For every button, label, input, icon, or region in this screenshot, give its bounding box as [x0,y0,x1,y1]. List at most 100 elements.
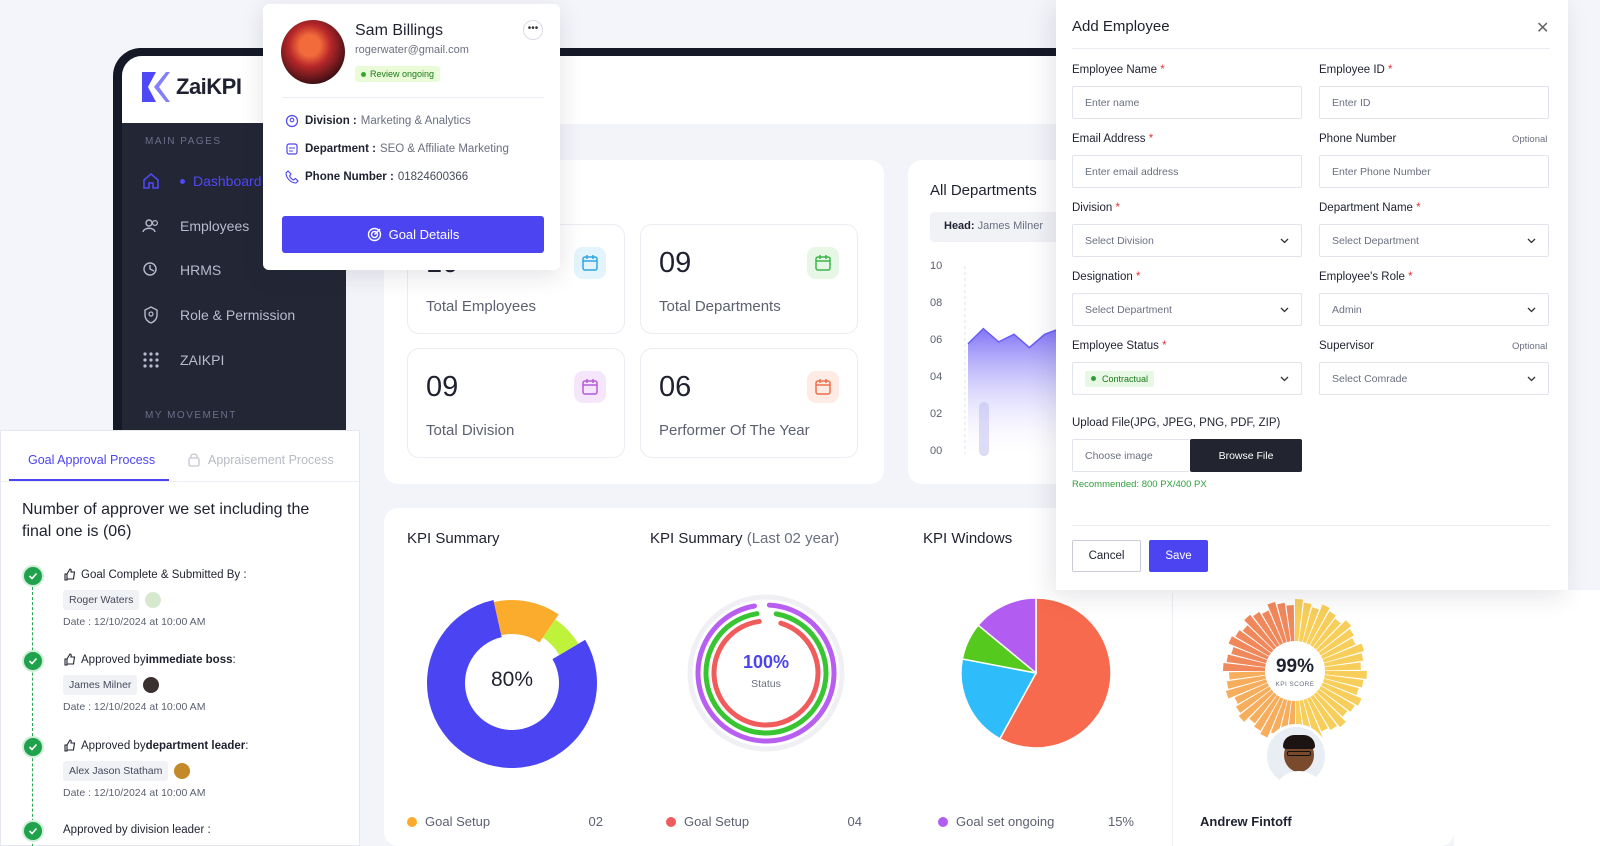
score-ray [1305,604,1330,647]
sidebar-item-label: HRMS [180,262,222,278]
calendar-icon [574,247,606,279]
timeline-line [32,587,33,846]
score-ray [1238,688,1276,722]
employee-name-label: Employee Name * [1072,64,1165,76]
calendar-icon [807,247,839,279]
sidebar-item-dashboard[interactable]: Dashboard [142,166,342,196]
score-ray [1322,671,1367,679]
avatar [145,592,162,608]
score-ray [1270,697,1288,735]
approval-panel: Goal Approval Process Appraisement Proce… [0,430,360,846]
phone-number-input[interactable]: Enter Phone Number [1319,155,1549,188]
departments-area-chart [964,266,1061,456]
employee-status-label-text: Employee Status [1072,340,1159,352]
ring-track [687,594,845,752]
optional-label: Optional [1512,134,1548,145]
lock-icon [187,452,201,472]
browse-file-button[interactable]: Browse File [1190,439,1302,472]
users-icon [142,219,159,233]
stat-label: Performer Of The Year [659,422,810,439]
score-ray [1242,625,1275,654]
department-select[interactable]: Select Department [1319,224,1549,257]
employee-id-placeholder: Enter ID [1332,96,1371,109]
employee-role-select[interactable]: Admin [1319,293,1549,326]
modal-footer-divider [1072,525,1550,526]
sidebar-item-role-permission[interactable]: Role & Permission [142,300,342,330]
score-value: 99% [1275,656,1315,677]
sidebar-item-zaikpi[interactable]: ZAIKPI [142,345,342,375]
modal-title: Add Employee [1072,18,1170,35]
stat-value: 09 [659,247,692,279]
phone-label: Phone Number : [305,171,394,183]
department-name-label-text: Department Name [1319,202,1413,214]
email-field[interactable]: Enter email address [1072,155,1302,188]
division-value: Marketing & Analytics [360,115,471,127]
supervisor-select[interactable]: Select Comrade [1319,362,1549,395]
employee-id-input[interactable]: Enter ID [1319,86,1549,119]
stat-value: 09 [426,371,459,403]
close-icon[interactable]: ✕ [1536,20,1550,37]
ring-arc [703,611,829,736]
file-input-placeholder: Choose image [1085,449,1153,462]
step-strong: department leader [145,739,246,752]
step-check-icon [22,736,44,758]
kpi-windows-pie-chart [960,597,1112,749]
stat-card-departments[interactable]: 09 Total Departments [640,224,858,334]
stat-card-division[interactable]: 09 Total Division [407,348,625,458]
division-select[interactable]: Select Division [1072,224,1302,257]
employee-status-select[interactable]: Contractual [1072,362,1302,395]
active-dot [180,178,185,184]
score-ray [1223,663,1268,671]
save-button[interactable]: Save [1149,540,1208,572]
step-prefix: Approved by [81,653,146,666]
sidebar-item-hrms[interactable]: HRMS [142,255,342,285]
tab-appraisement[interactable]: Appraisement Process [208,453,334,467]
tab-goal-approval[interactable]: Goal Approval Process [28,453,156,467]
division-icon [285,114,299,128]
status-dot [361,71,366,77]
division-label: Division : [305,115,357,127]
designation-select[interactable]: Select Department [1072,293,1302,326]
avatar [1264,724,1328,788]
file-input[interactable]: Choose image [1072,439,1190,472]
score-ray [1317,685,1355,712]
score-center [1265,641,1325,701]
email-placeholder: Enter email address [1085,165,1179,178]
division-select-value: Select Division [1085,234,1154,247]
cancel-button[interactable]: Cancel [1072,540,1141,572]
score-ray [1306,695,1328,732]
y-tick-label: 00 [930,445,943,457]
required-mark: * [1162,340,1167,352]
goal-details-button[interactable]: Goal Details [282,216,544,253]
ring-arc [711,618,821,728]
area-fill [968,328,1060,454]
employee-status-label: Employee Status * [1072,340,1167,352]
step-partial-text: Approved by division leader : [63,824,211,836]
megaphone-icon [64,568,76,581]
supervisor-label: Supervisor [1319,340,1374,352]
y-tick-label: 04 [930,371,943,383]
score-ray [1234,682,1271,704]
step-date: Date : 12/10/2024 at 10:00 AM [63,701,206,713]
more-options-button[interactable]: ••• [523,20,543,40]
stat-label: Total Departments [659,298,781,315]
score-ray [1321,678,1359,696]
score-ray [1262,610,1284,647]
employee-name-input[interactable]: Enter name [1072,86,1302,119]
step-person: James Milner [63,675,160,695]
sidebar-item-employees[interactable]: Employees [142,211,342,241]
score-ray [1322,674,1364,688]
score-ray [1235,630,1273,657]
stat-card-performer[interactable]: 06 Performer Of The Year [640,348,858,458]
chevron-down-icon [1527,238,1536,244]
required-mark: * [1148,133,1154,145]
score-ray [1320,643,1365,664]
approval-heading: Number of approver we set including the … [22,501,310,540]
score-ray [1322,653,1364,667]
avatar [174,763,191,779]
step-prefix: Approved by [81,739,146,752]
stat-label: Total Division [426,422,515,439]
pie-slice [998,597,1112,749]
ring-center-sub: Status [751,678,781,690]
sidebar-item-label: ZAIKPI [180,352,225,368]
